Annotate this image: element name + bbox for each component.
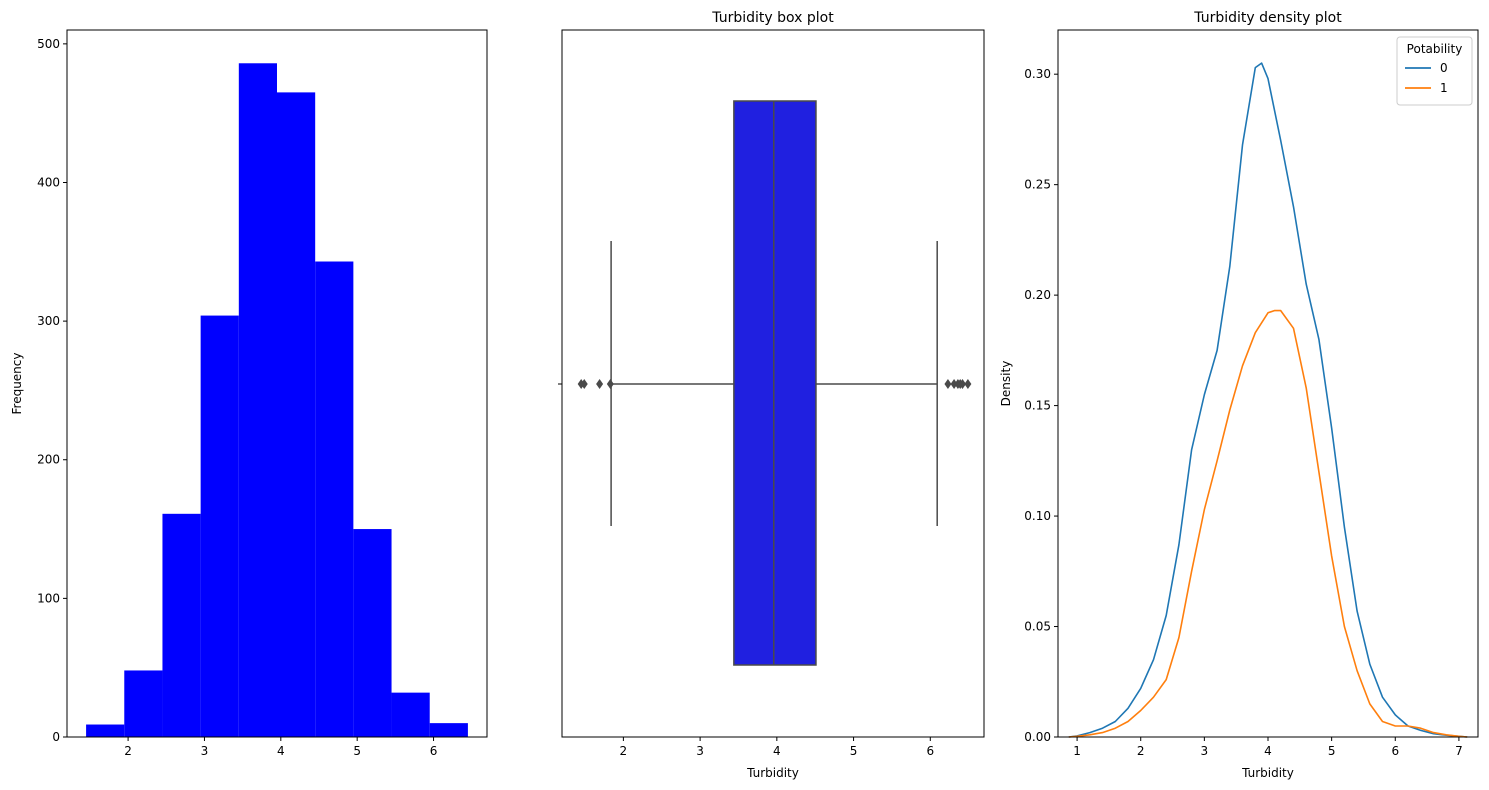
boxplot-title: Turbidity box plot xyxy=(711,10,834,26)
density-y-tick-label: 0.10 xyxy=(1024,509,1051,523)
histogram-y-tick-label: 200 xyxy=(37,453,60,467)
density-lines xyxy=(1068,62,1468,738)
boxplot-outlier xyxy=(959,379,967,389)
density-y-tick-label: 0.30 xyxy=(1024,67,1051,81)
histogram-x-ticks: 2 3 4 5 6 xyxy=(124,737,437,758)
histogram-x-tick-label: 5 xyxy=(353,744,361,758)
boxplot-x-tick-label: 6 xyxy=(926,744,934,758)
histogram-bars xyxy=(86,63,468,738)
histogram-y-tick-label: 500 xyxy=(37,37,60,51)
density-x-tick-label: 6 xyxy=(1391,744,1399,758)
histogram-y-ticks: 0 100 200 300 400 500 xyxy=(37,37,67,744)
histogram-y-label: Frequency xyxy=(10,353,24,415)
density-axes-frame xyxy=(1057,29,1479,738)
histogram-bar xyxy=(391,692,430,737)
histogram-bar xyxy=(86,724,125,737)
histogram-bar xyxy=(315,261,354,737)
boxplot-outlier xyxy=(950,379,958,389)
density-x-tick-label: 1 xyxy=(1073,744,1081,758)
density-x-tick-label: 5 xyxy=(1328,744,1336,758)
density-x-tick-label: 4 xyxy=(1264,744,1272,758)
histogram-y-tick-label: 400 xyxy=(37,175,60,189)
histogram-axes-frame xyxy=(66,29,488,738)
histogram-bar xyxy=(124,670,163,737)
boxplot-outlier xyxy=(944,379,952,389)
histogram-bar xyxy=(429,723,468,737)
legend-label-1: 1 xyxy=(1440,81,1448,95)
density-y-tick-label: 0.05 xyxy=(1024,620,1051,634)
boxplot-x-label: Turbidity xyxy=(746,766,799,780)
histogram-y-tick-label: 300 xyxy=(37,314,60,328)
legend-items: 01 xyxy=(1405,61,1448,95)
histogram-y-tick-label: 0 xyxy=(52,730,60,744)
density-x-ticks: 1 2 3 4 5 6 7 xyxy=(1073,737,1463,758)
histogram-bar xyxy=(277,92,316,738)
density-line-1 xyxy=(1068,309,1468,738)
histogram-bar xyxy=(200,315,239,737)
histogram-panel: 2 3 4 5 6 0 100 200 300 400 500 Frequency xyxy=(10,29,488,758)
boxplot-marks xyxy=(558,100,972,666)
histogram-bar xyxy=(353,529,392,737)
density-y-tick-label: 0.15 xyxy=(1024,399,1051,413)
density-legend: Potability 01 xyxy=(1396,36,1473,106)
histogram-bar xyxy=(238,63,277,738)
density-x-tick-label: 7 xyxy=(1455,744,1463,758)
boxplot-outlier xyxy=(606,379,614,389)
histogram-y-tick-label: 100 xyxy=(37,591,60,605)
density-y-tick-label: 0.20 xyxy=(1024,288,1051,302)
boxplot-x-ticks: 2 3 4 5 6 xyxy=(620,737,934,758)
histogram-x-tick-label: 4 xyxy=(277,744,285,758)
histogram-bar xyxy=(162,513,201,737)
legend-label-0: 0 xyxy=(1440,61,1448,75)
boxplot-axes-frame xyxy=(561,29,985,738)
histogram-x-tick-label: 2 xyxy=(124,744,132,758)
boxplot-panel: 2 3 4 5 6 Turbidity box plot Turbidity xyxy=(558,10,985,780)
boxplot-x-tick-label: 4 xyxy=(773,744,781,758)
boxplot-x-tick-label: 3 xyxy=(696,744,704,758)
density-panel: 1 2 3 4 5 6 7 0.00 0.05 0.10 0.15 0.20 0.25 0.30 Tur… xyxy=(999,10,1479,780)
histogram-x-tick-label: 6 xyxy=(430,744,438,758)
histogram-x-tick-label: 3 xyxy=(201,744,209,758)
density-y-label: Density xyxy=(999,361,1013,407)
density-line-0 xyxy=(1068,62,1468,738)
density-x-label: Turbidity xyxy=(1241,766,1294,780)
density-y-tick-label: 0.00 xyxy=(1024,730,1051,744)
density-x-tick-label: 2 xyxy=(1137,744,1145,758)
density-y-tick-label: 0.25 xyxy=(1024,178,1051,192)
boxplot-box xyxy=(733,100,817,666)
density-title: Turbidity density plot xyxy=(1193,10,1342,26)
density-y-ticks: 0.00 0.05 0.10 0.15 0.20 0.25 0.30 xyxy=(1024,67,1058,744)
boxplot-outlier xyxy=(580,379,588,389)
density-x-tick-label: 3 xyxy=(1201,744,1209,758)
boxplot-x-tick-label: 2 xyxy=(620,744,628,758)
boxplot-outlier xyxy=(596,379,604,389)
legend-title: Potability xyxy=(1407,42,1463,56)
boxplot-outlier xyxy=(964,379,972,389)
boxplot-x-tick-label: 5 xyxy=(850,744,858,758)
